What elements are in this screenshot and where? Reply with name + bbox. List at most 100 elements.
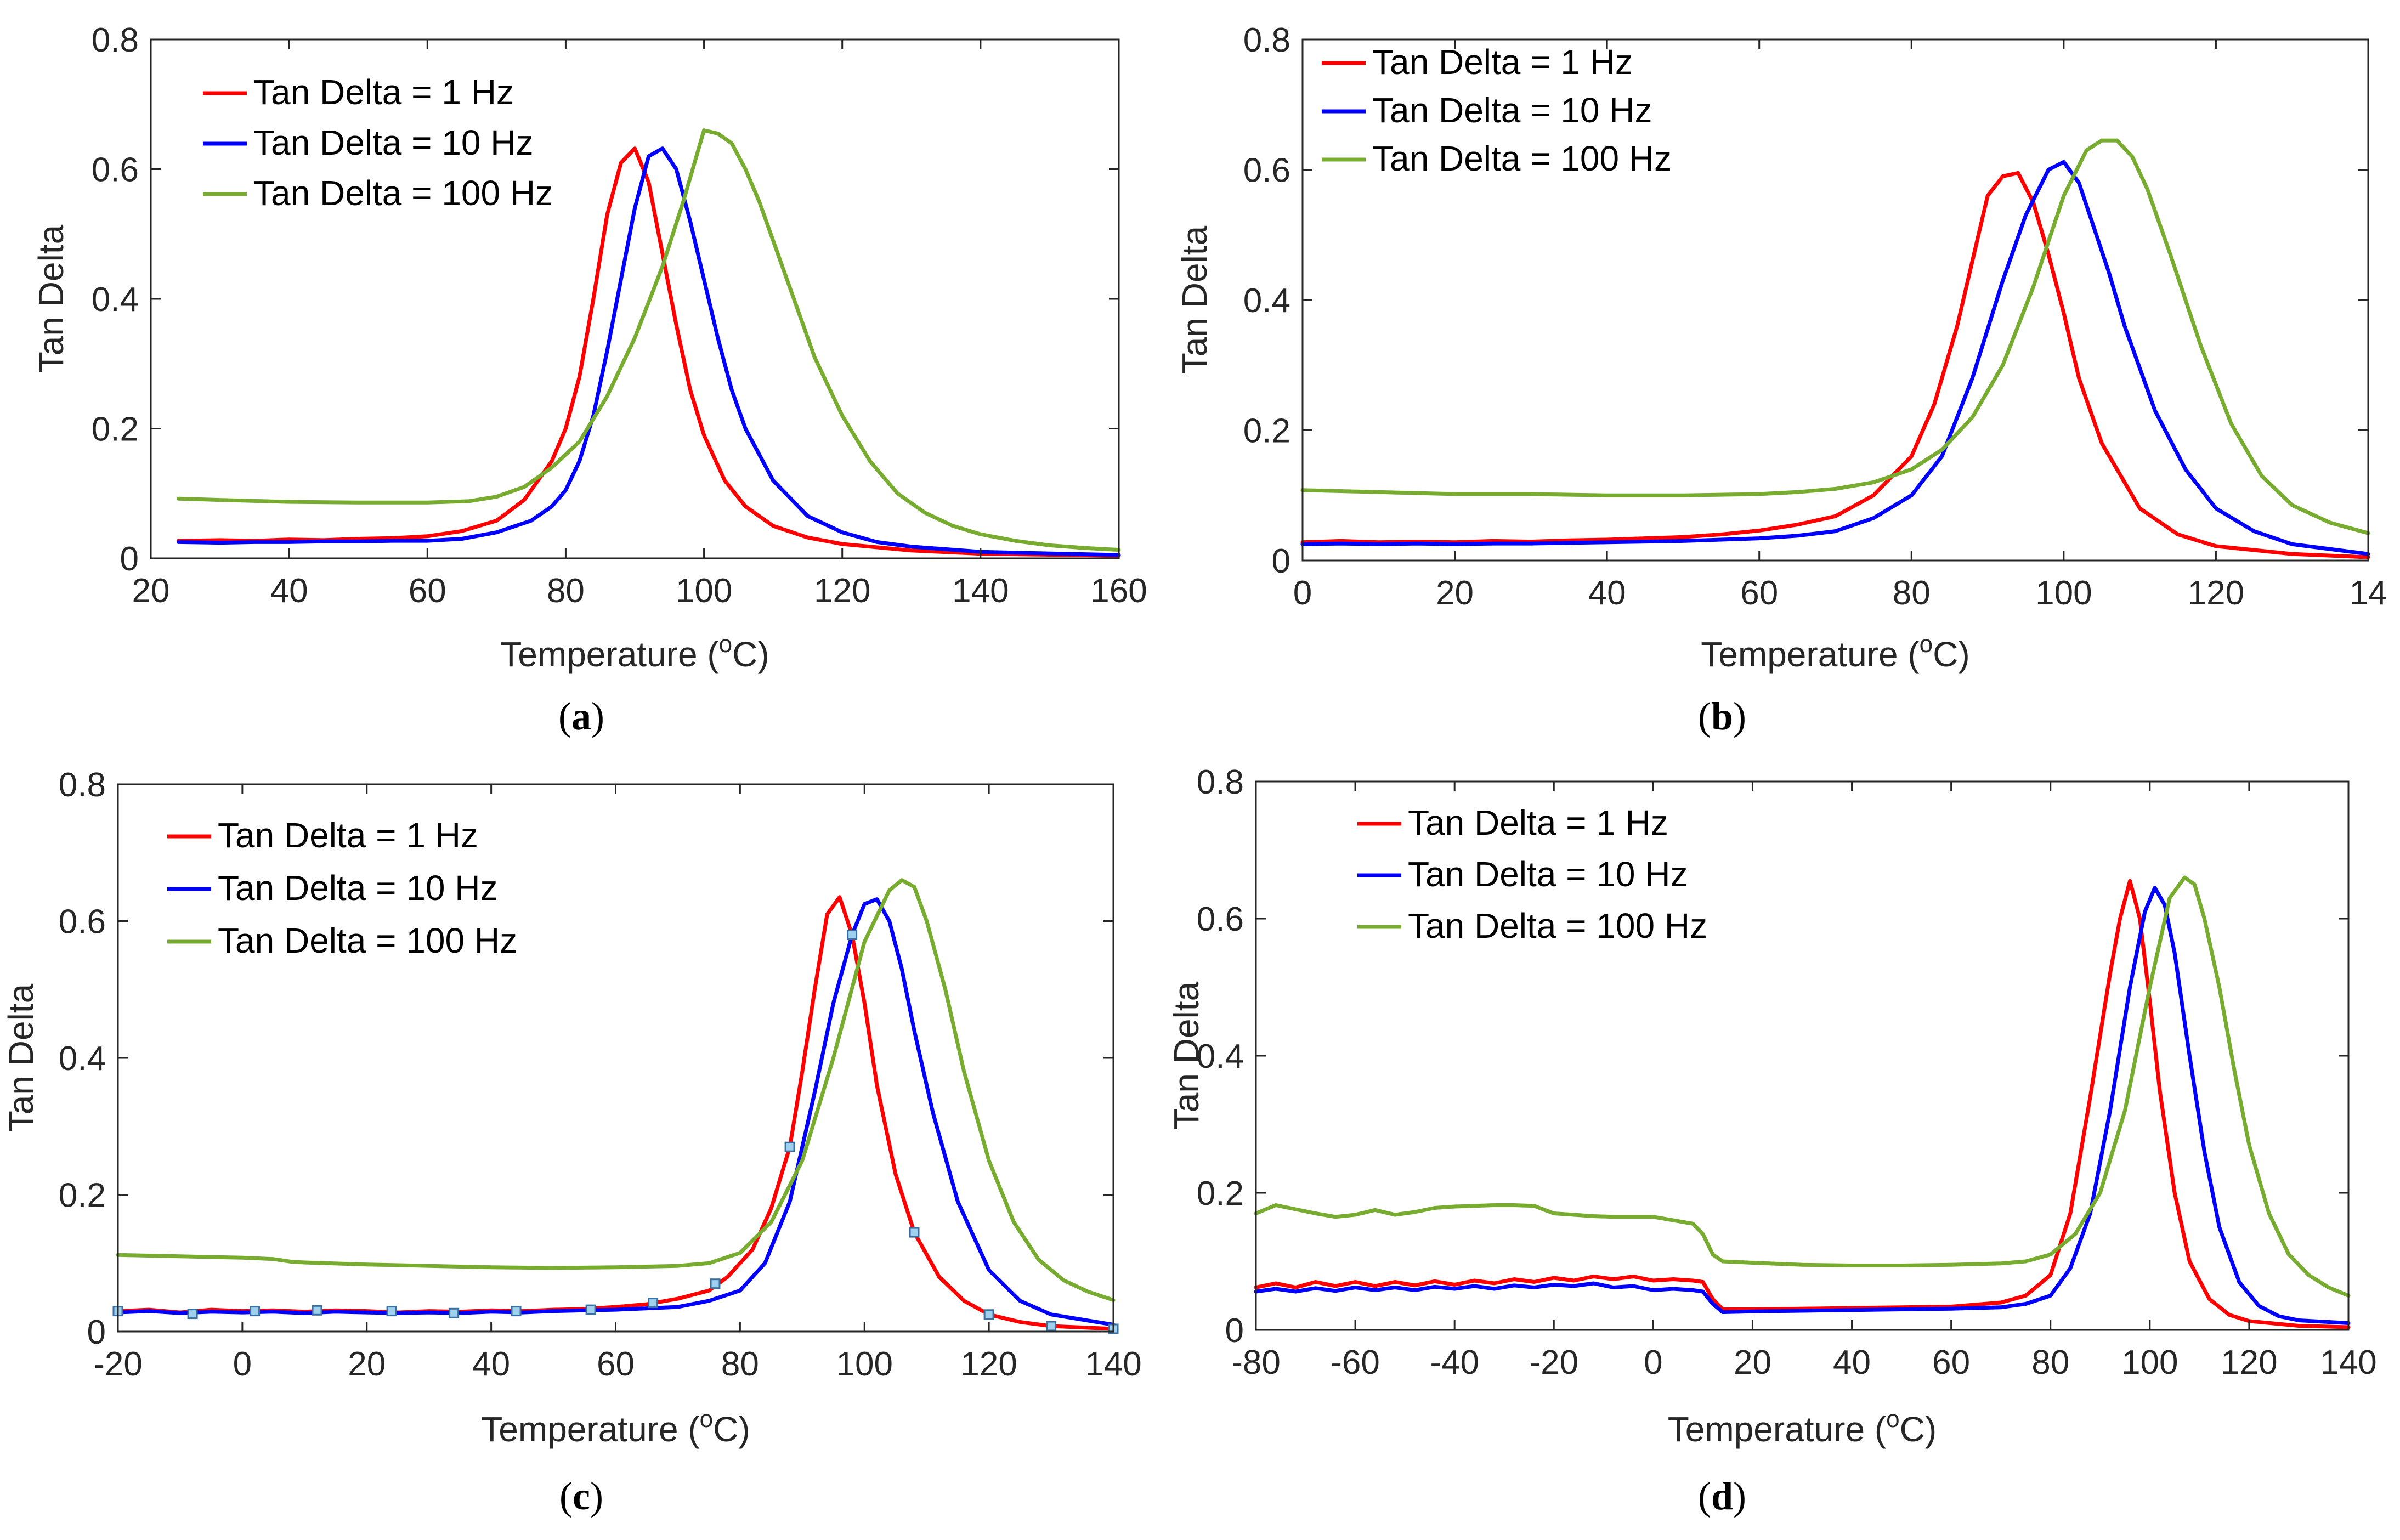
x-tick-label: 60 (1932, 1344, 1970, 1382)
plot-frame (117, 783, 1114, 1333)
x-tick-label: 60 (1740, 574, 1778, 612)
series-line-blue (1300, 160, 2370, 556)
series-line-green (176, 128, 1121, 552)
x-tick-label: 160 (1090, 572, 1147, 610)
x-tick-label: 80 (2031, 1344, 2069, 1382)
x-tick-label: 100 (836, 1345, 893, 1383)
panel-caption: (b) (1698, 694, 1746, 738)
data-marker (585, 1304, 596, 1315)
legend-label: Tan Delta = 1 Hz (1408, 803, 1668, 842)
legend-label: Tan Delta = 100 Hz (1372, 139, 1672, 178)
y-tick-label: 0.6 (59, 903, 106, 941)
y-tick-label: 0.6 (92, 151, 139, 189)
legend: Tan Delta = 1 Hz Tan Delta = 10 Hz Tan Del… (167, 816, 517, 960)
y-tick-label: 0.2 (59, 1177, 106, 1215)
series-group (1300, 138, 2370, 559)
x-axis-title-main: Temperature ( (481, 1409, 699, 1449)
legend-label: Tan Delta = 10 Hz (1372, 90, 1652, 130)
y-axis-title: Tan Delta (1, 983, 41, 1132)
x-tick-label: -80 (1231, 1344, 1281, 1382)
x-tick-label: 0 (1293, 574, 1312, 612)
caption-close-paren: ) (1733, 1474, 1746, 1518)
series-line-red (116, 895, 1116, 1331)
x-axis-title-unit: C) (732, 635, 769, 674)
x-tick-label: 100 (676, 572, 732, 610)
x-axis-title: Temperature (oC) (481, 1406, 750, 1449)
legend-label: Tan Delta = 1 Hz (253, 72, 514, 112)
x-tick-label: 20 (1436, 574, 1474, 612)
x-tick-label: 60 (597, 1345, 635, 1383)
x-tick-label: 0 (1644, 1344, 1662, 1382)
caption-letter: b (1711, 694, 1733, 738)
x-tick-label: 20 (132, 572, 170, 610)
x-axis-title: Temperature (oC) (1668, 1406, 1937, 1449)
legend-label: Tan Delta = 10 Hz (1408, 854, 1688, 894)
x-axis-title-unit: C) (1933, 635, 1970, 674)
x-tick-label: 140 (1085, 1345, 1141, 1383)
legend-label: Tan Delta = 1 Hz (1372, 42, 1633, 82)
data-marker (511, 1306, 522, 1317)
data-marker (250, 1306, 261, 1317)
caption-letter: d (1711, 1474, 1733, 1518)
series-line-green (1300, 138, 2370, 535)
series-line-red (1300, 171, 2370, 559)
data-marker (449, 1307, 460, 1318)
y-tick-label: 0.8 (1243, 21, 1290, 59)
panel-caption: (d) (1698, 1474, 1746, 1518)
series-line-blue (176, 146, 1121, 557)
y-tick-label: 0.8 (92, 21, 139, 59)
data-marker (312, 1305, 322, 1316)
y-axis-title: Tan Delta (1167, 981, 1206, 1130)
legend: Tan Delta = 1 Hz Tan Delta = 10 Hz Tan Del… (203, 72, 553, 213)
x-tick-label: 140 (2320, 1344, 2376, 1382)
data-marker (983, 1309, 994, 1320)
y-tick-label: 0.2 (92, 411, 139, 449)
x-tick-label: 14 (2350, 574, 2387, 612)
x-axis-title-main: Temperature ( (1668, 1409, 1886, 1449)
series-line-blue (1254, 886, 2351, 1325)
x-axis-title-unit: C) (713, 1409, 750, 1449)
legend-label: Tan Delta = 100 Hz (1408, 906, 1707, 945)
y-tick-label: 0.4 (92, 281, 139, 319)
caption-open-paren: ( (1698, 1474, 1711, 1518)
x-tick-label: 120 (2221, 1344, 2277, 1382)
x-tick-label: 80 (547, 572, 585, 610)
caption-close-paren: ) (591, 694, 604, 738)
x-tick-label: 60 (409, 572, 446, 610)
y-axis-title: Tan Delta (1175, 225, 1214, 374)
x-tick-label: 40 (1588, 574, 1626, 612)
x-tick-label: 0 (233, 1345, 252, 1383)
series-line-blue (116, 897, 1116, 1327)
legend: Tan Delta = 1 Hz Tan Delta = 10 Hz Tan Del… (1322, 42, 1672, 178)
plot-frame (150, 38, 1120, 559)
series-group (1254, 875, 2351, 1329)
x-axis-title-unit: C) (1900, 1409, 1937, 1449)
y-tick-label: 0.4 (59, 1040, 106, 1078)
data-marker (909, 1227, 920, 1238)
x-axis-title-degree: o (1886, 1406, 1899, 1433)
x-tick-label: 120 (960, 1345, 1017, 1383)
x-tick-label: 20 (348, 1345, 386, 1383)
caption-open-paren: ( (559, 1474, 573, 1518)
x-tick-label: 100 (2035, 574, 2092, 612)
x-tick-label: 80 (1893, 574, 1931, 612)
x-tick-label: 140 (952, 572, 1009, 610)
marker-group (112, 930, 1119, 1334)
caption-close-paren: ) (1733, 694, 1746, 738)
x-axis-title-degree: o (700, 1406, 713, 1433)
series-group (176, 128, 1121, 558)
x-tick-label: 40 (472, 1345, 510, 1383)
panel-caption: (a) (558, 694, 604, 738)
y-axis-title: Tan Delta (31, 224, 71, 373)
caption-letter: a (571, 694, 591, 738)
x-tick-label: 120 (814, 572, 870, 610)
legend: Tan Delta = 1 Hz Tan Delta = 10 Hz Tan Del… (1357, 803, 1707, 945)
y-tick-label: 0 (1225, 1312, 1244, 1350)
legend-label: Tan Delta = 10 Hz (218, 868, 498, 908)
y-tick-label: 0.2 (1243, 412, 1290, 450)
series-line-red (1254, 879, 2351, 1329)
data-marker (847, 930, 858, 940)
